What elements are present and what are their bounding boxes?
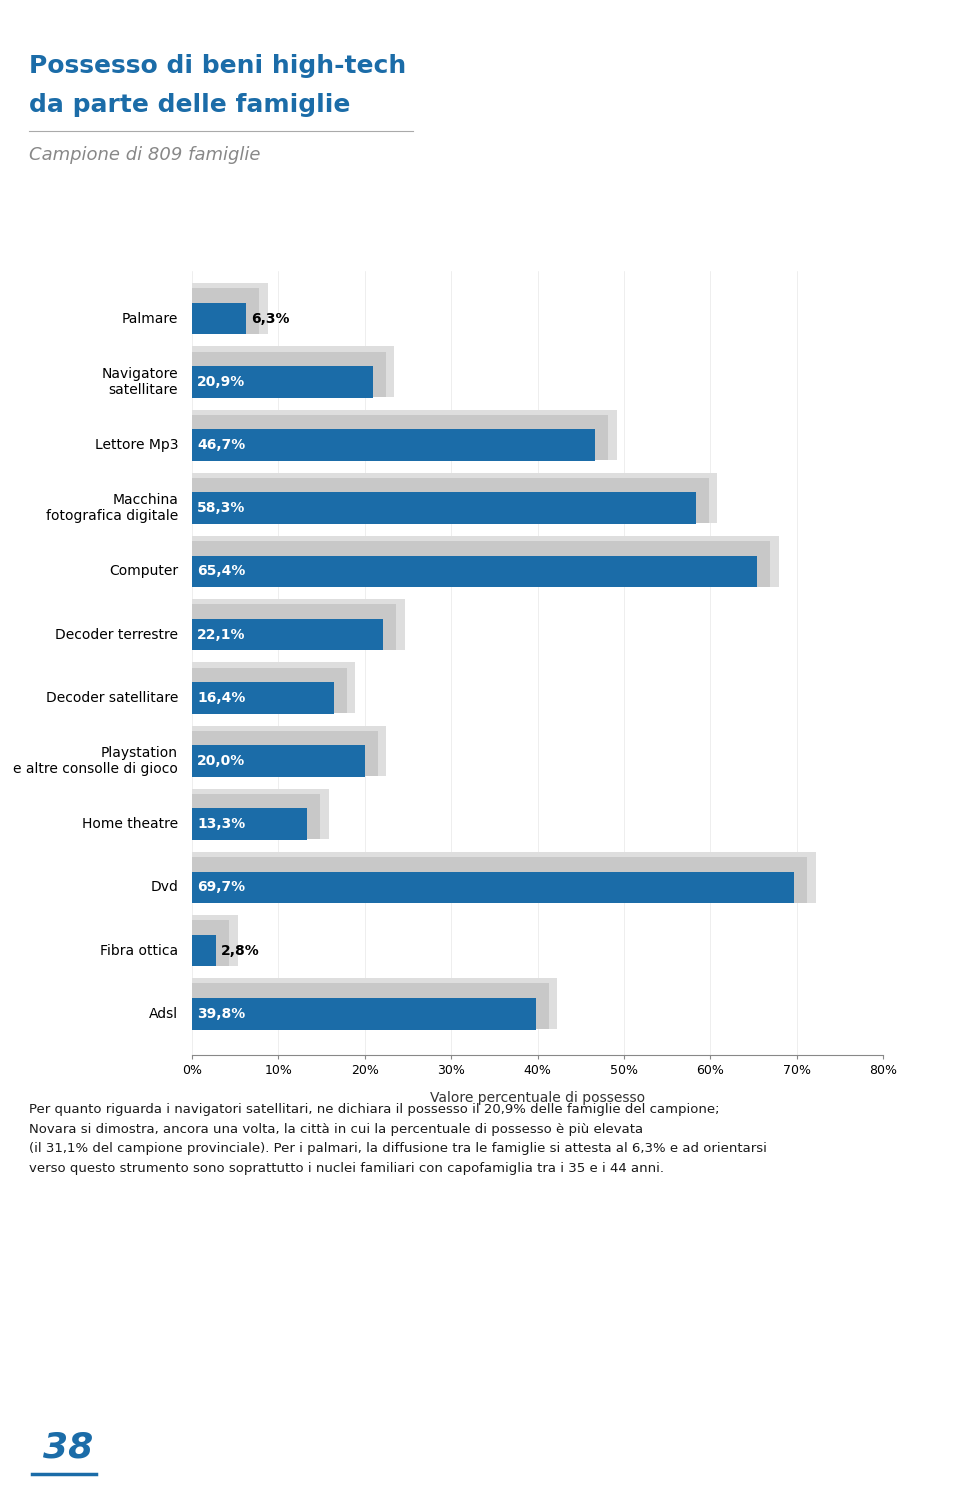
Bar (192, 600, 404, 650)
Bar (192, 473, 717, 523)
Text: 69,7%: 69,7% (197, 880, 246, 895)
Text: 2,8%: 2,8% (221, 943, 259, 957)
X-axis label: Valore percentuale di possesso: Valore percentuale di possesso (430, 1091, 645, 1105)
Bar (192, 934, 216, 966)
Bar (192, 915, 238, 966)
Bar (192, 493, 696, 524)
Bar (192, 288, 259, 335)
Text: 65,4%: 65,4% (197, 565, 246, 579)
Bar (192, 921, 229, 966)
Bar (192, 351, 386, 396)
Bar (192, 303, 247, 335)
Bar (192, 556, 757, 588)
Bar (192, 347, 395, 396)
Bar (192, 619, 383, 651)
Bar (192, 366, 372, 398)
Text: 16,4%: 16,4% (197, 690, 246, 705)
Bar (192, 808, 307, 839)
Bar (192, 746, 365, 776)
Bar (192, 998, 536, 1029)
Text: 22,1%: 22,1% (197, 627, 246, 642)
Text: 46,7%: 46,7% (197, 439, 246, 452)
Bar (192, 536, 779, 586)
Bar (192, 794, 320, 839)
Bar (192, 871, 794, 903)
Bar (192, 429, 595, 461)
Text: 38: 38 (43, 1430, 93, 1465)
Bar (192, 283, 268, 335)
Bar (192, 731, 377, 776)
Bar (192, 683, 334, 714)
Bar (192, 668, 347, 713)
Text: 58,3%: 58,3% (197, 502, 246, 515)
Text: da parte delle famiglie: da parte delle famiglie (29, 93, 350, 118)
Bar (192, 788, 328, 839)
Bar (192, 478, 708, 523)
Bar (192, 857, 807, 903)
Bar (192, 541, 770, 586)
Text: 39,8%: 39,8% (197, 1007, 246, 1020)
Bar (192, 604, 396, 650)
Bar (192, 410, 617, 460)
Bar (192, 414, 609, 460)
Bar (192, 663, 355, 713)
Bar (192, 851, 816, 903)
Text: Per quanto riguarda i navigatori satellitari, ne dichiara il possesso il 20,9% d: Per quanto riguarda i navigatori satelli… (29, 1103, 767, 1174)
Bar (192, 984, 549, 1029)
Text: 20,9%: 20,9% (197, 375, 246, 389)
Bar (192, 978, 558, 1029)
Text: 20,0%: 20,0% (197, 754, 246, 769)
Text: 13,3%: 13,3% (197, 817, 246, 832)
Text: 6,3%: 6,3% (251, 312, 289, 326)
Text: Possesso di beni high-tech: Possesso di beni high-tech (29, 54, 406, 78)
Text: Campione di 809 famiglie: Campione di 809 famiglie (29, 146, 260, 164)
Bar (192, 726, 386, 776)
